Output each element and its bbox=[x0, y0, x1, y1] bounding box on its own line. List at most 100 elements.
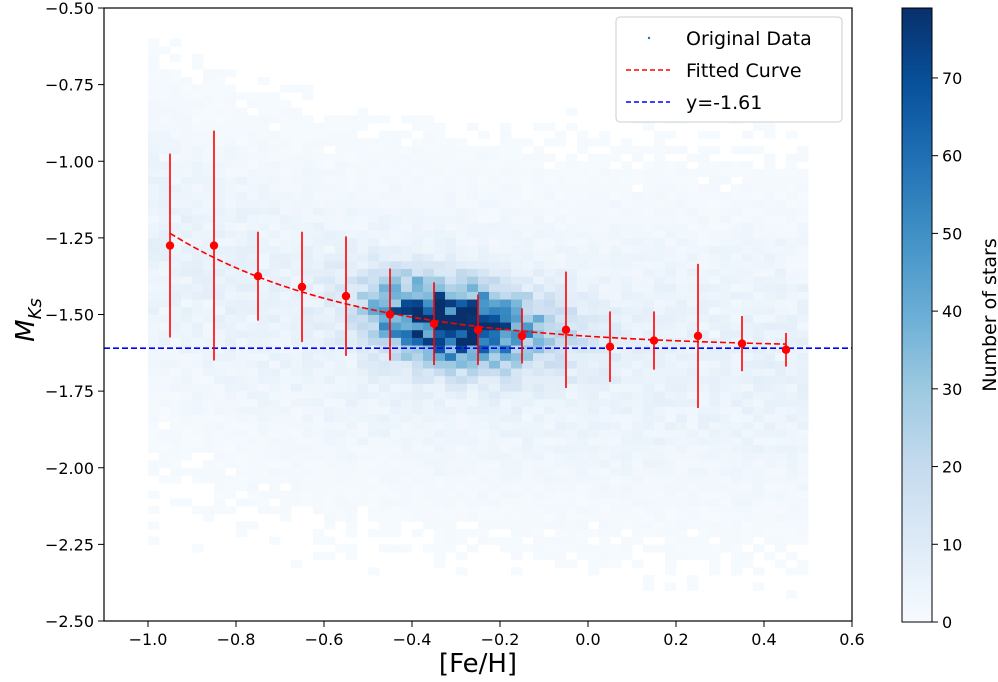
heatmap-cell bbox=[170, 237, 182, 246]
heatmap-cell bbox=[445, 199, 457, 208]
heatmap-cell bbox=[357, 230, 369, 239]
heatmap-cell bbox=[445, 360, 457, 369]
heatmap-cell bbox=[742, 552, 754, 561]
heatmap-cell bbox=[445, 391, 457, 400]
heatmap-cell bbox=[676, 398, 688, 407]
heatmap-cell bbox=[709, 421, 721, 430]
heatmap-cell bbox=[742, 253, 754, 262]
heatmap-cell bbox=[753, 383, 765, 392]
heatmap-cell bbox=[511, 191, 523, 200]
heatmap-cell bbox=[291, 345, 303, 354]
heatmap-cell bbox=[368, 567, 380, 576]
heatmap-cell bbox=[412, 138, 424, 147]
heatmap-cell bbox=[786, 237, 798, 246]
heatmap-cell bbox=[335, 414, 347, 423]
heatmap-cell bbox=[632, 176, 644, 185]
heatmap-cell bbox=[203, 207, 215, 216]
heatmap-cell bbox=[445, 161, 457, 170]
heatmap-cell bbox=[467, 283, 479, 292]
heatmap-cell bbox=[654, 444, 666, 453]
heatmap-cell bbox=[478, 130, 490, 139]
heatmap-cell bbox=[610, 506, 622, 515]
heatmap-cell bbox=[236, 345, 248, 354]
heatmap-cell bbox=[280, 490, 292, 499]
heatmap-cell bbox=[456, 437, 468, 446]
heatmap-cell bbox=[467, 161, 479, 170]
heatmap-cell bbox=[786, 322, 798, 331]
heatmap-cell bbox=[577, 452, 589, 461]
heatmap-cell bbox=[599, 421, 611, 430]
heatmap-cell bbox=[434, 352, 446, 361]
heatmap-cell bbox=[390, 214, 402, 223]
heatmap-cell bbox=[698, 437, 710, 446]
heatmap-cell bbox=[753, 253, 765, 262]
heatmap-cell bbox=[434, 191, 446, 200]
heatmap-cell bbox=[687, 406, 699, 415]
heatmap-cell bbox=[335, 268, 347, 277]
heatmap-cell bbox=[676, 191, 688, 200]
heatmap-cell bbox=[236, 337, 248, 346]
heatmap-cell bbox=[236, 352, 248, 361]
heatmap-cell bbox=[621, 391, 633, 400]
heatmap-cell bbox=[489, 460, 501, 469]
heatmap-cell bbox=[775, 214, 787, 223]
heatmap-cell bbox=[401, 329, 413, 338]
heatmap-cell bbox=[599, 314, 611, 323]
heatmap-cell bbox=[599, 345, 611, 354]
heatmap-cell bbox=[379, 145, 391, 154]
mean-point bbox=[737, 339, 747, 348]
heatmap-cell bbox=[643, 230, 655, 239]
heatmap-cell bbox=[720, 368, 732, 377]
heatmap-cell bbox=[544, 138, 556, 147]
heatmap-cell bbox=[170, 498, 182, 507]
heatmap-cell bbox=[247, 368, 259, 377]
heatmap-cell bbox=[302, 153, 314, 162]
heatmap-cell bbox=[698, 360, 710, 369]
heatmap-cell bbox=[544, 352, 556, 361]
heatmap-cell bbox=[555, 184, 567, 193]
heatmap-cell bbox=[148, 383, 160, 392]
heatmap-cell bbox=[192, 414, 204, 423]
heatmap-cell bbox=[280, 329, 292, 338]
heatmap-cell bbox=[511, 552, 523, 561]
heatmap-cell bbox=[247, 306, 259, 315]
mean-point bbox=[209, 241, 219, 250]
heatmap-cell bbox=[786, 283, 798, 292]
heatmap-cell bbox=[368, 237, 380, 246]
heatmap-cell bbox=[577, 444, 589, 453]
heatmap-cell bbox=[621, 230, 633, 239]
heatmap-cell bbox=[181, 237, 193, 246]
heatmap-cell bbox=[577, 299, 589, 308]
heatmap-cell bbox=[379, 391, 391, 400]
heatmap-cell bbox=[192, 199, 204, 208]
heatmap-cell bbox=[588, 276, 600, 285]
heatmap-cell bbox=[577, 306, 589, 315]
heatmap-cell bbox=[412, 452, 424, 461]
heatmap-cell bbox=[346, 460, 358, 469]
heatmap-cell bbox=[544, 268, 556, 277]
heatmap-cell bbox=[346, 299, 358, 308]
heatmap-cell bbox=[500, 245, 512, 254]
heatmap-cell bbox=[434, 536, 446, 545]
heatmap-cell bbox=[203, 99, 215, 109]
heatmap-cell bbox=[709, 490, 721, 499]
heatmap-cell bbox=[467, 268, 479, 277]
heatmap-cell bbox=[159, 460, 171, 469]
heatmap-cell bbox=[258, 414, 270, 423]
heatmap-cell bbox=[181, 184, 193, 193]
heatmap-cell bbox=[489, 184, 501, 193]
heatmap-cell bbox=[335, 437, 347, 446]
heatmap-cell bbox=[676, 429, 688, 438]
heatmap-cell bbox=[544, 521, 556, 530]
heatmap-cell bbox=[654, 222, 666, 231]
heatmap-cell bbox=[665, 368, 677, 377]
heatmap-cell bbox=[742, 406, 754, 415]
heatmap-cell bbox=[379, 130, 391, 139]
heatmap-cell bbox=[522, 161, 534, 170]
heatmap-cell bbox=[357, 276, 369, 285]
heatmap-cell bbox=[676, 214, 688, 223]
heatmap-cell bbox=[346, 437, 358, 446]
heatmap-cell bbox=[357, 138, 369, 147]
heatmap-cell bbox=[159, 383, 171, 392]
heatmap-cell bbox=[786, 299, 798, 308]
